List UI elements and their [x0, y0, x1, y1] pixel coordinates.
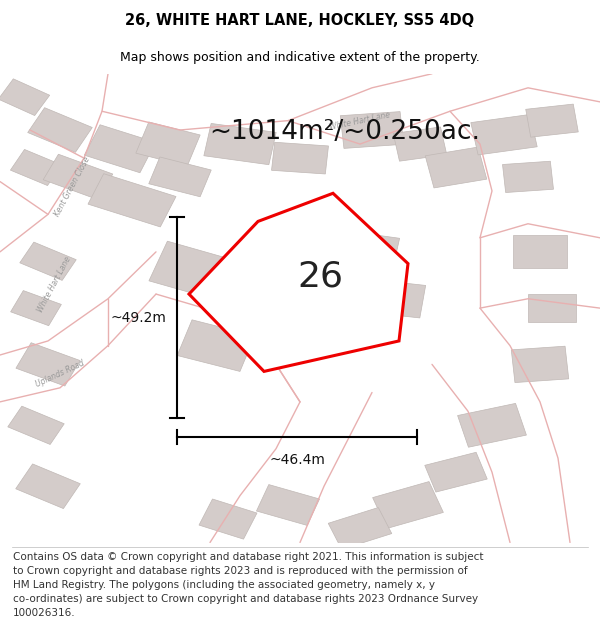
Polygon shape — [425, 452, 487, 492]
Polygon shape — [204, 123, 276, 165]
Polygon shape — [503, 161, 553, 192]
Polygon shape — [471, 114, 537, 155]
Polygon shape — [272, 142, 328, 174]
Polygon shape — [458, 403, 526, 448]
Text: ~49.2m: ~49.2m — [110, 311, 166, 324]
Polygon shape — [320, 229, 400, 275]
Polygon shape — [199, 499, 257, 539]
Polygon shape — [511, 346, 569, 382]
Polygon shape — [88, 174, 176, 227]
Polygon shape — [149, 241, 235, 300]
Text: HM Land Registry. The polygons (including the associated geometry, namely x, y: HM Land Registry. The polygons (includin… — [13, 581, 435, 591]
Text: Map shows position and indicative extent of the property.: Map shows position and indicative extent… — [120, 51, 480, 64]
Polygon shape — [10, 149, 62, 186]
Polygon shape — [11, 291, 61, 326]
Polygon shape — [373, 482, 443, 528]
Polygon shape — [28, 107, 92, 152]
Text: to Crown copyright and database rights 2023 and is reproduced with the permissio: to Crown copyright and database rights 2… — [13, 566, 468, 576]
Polygon shape — [513, 236, 567, 268]
Text: 100026316.: 100026316. — [13, 609, 76, 619]
Text: Contains OS data © Crown copyright and database right 2021. This information is : Contains OS data © Crown copyright and d… — [13, 552, 484, 562]
Polygon shape — [149, 157, 211, 197]
Text: ~46.4m: ~46.4m — [269, 454, 325, 468]
Text: White Hart Lane: White Hart Lane — [329, 110, 391, 131]
Polygon shape — [8, 406, 64, 444]
Polygon shape — [189, 193, 408, 371]
Polygon shape — [256, 484, 320, 526]
Polygon shape — [526, 104, 578, 137]
Text: co-ordinates) are subject to Crown copyright and database rights 2023 Ordnance S: co-ordinates) are subject to Crown copyr… — [13, 594, 478, 604]
Polygon shape — [367, 279, 425, 318]
Text: White Hart Lane: White Hart Lane — [35, 255, 73, 314]
Polygon shape — [328, 508, 392, 549]
Polygon shape — [16, 342, 80, 386]
Polygon shape — [136, 122, 200, 166]
Polygon shape — [20, 242, 76, 281]
Text: 26, WHITE HART LANE, HOCKLEY, SS5 4DQ: 26, WHITE HART LANE, HOCKLEY, SS5 4DQ — [125, 13, 475, 28]
Text: Kent Green Close: Kent Green Close — [52, 155, 92, 218]
Polygon shape — [16, 464, 80, 509]
Polygon shape — [85, 125, 155, 172]
Text: Uplands Road: Uplands Road — [34, 359, 86, 389]
Polygon shape — [177, 320, 255, 371]
Polygon shape — [0, 79, 50, 116]
Polygon shape — [528, 294, 576, 322]
Polygon shape — [340, 112, 404, 148]
Polygon shape — [393, 127, 447, 161]
Polygon shape — [425, 147, 487, 188]
Text: 26: 26 — [298, 259, 344, 293]
Polygon shape — [43, 154, 113, 199]
Text: ~1014m²/~0.250ac.: ~1014m²/~0.250ac. — [209, 119, 481, 146]
